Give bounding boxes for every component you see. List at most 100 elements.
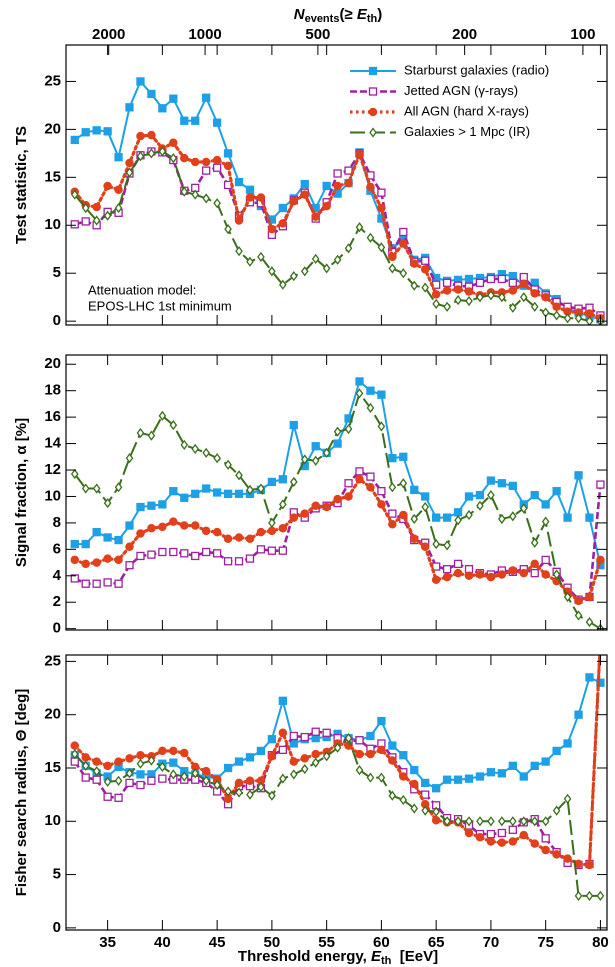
marker <box>388 263 397 274</box>
marker <box>136 427 145 439</box>
marker <box>431 290 441 299</box>
marker <box>368 87 378 96</box>
plot-frame <box>65 654 608 931</box>
marker <box>530 761 539 771</box>
marker <box>246 484 254 495</box>
marker <box>399 452 408 461</box>
marker <box>169 487 178 496</box>
marker <box>541 845 550 855</box>
y-tick-label: 18 <box>44 382 61 399</box>
marker <box>355 222 364 233</box>
marker <box>268 790 276 801</box>
marker <box>169 419 178 431</box>
marker <box>81 128 90 137</box>
marker <box>224 459 232 470</box>
marker <box>92 126 101 135</box>
marker <box>377 188 386 197</box>
marker <box>541 500 550 509</box>
marker <box>377 772 386 783</box>
marker <box>388 790 397 801</box>
marker <box>366 182 375 192</box>
marker <box>147 550 156 559</box>
marker <box>476 292 484 303</box>
y-tick-label: 25 <box>44 72 61 89</box>
marker <box>278 475 287 484</box>
marker <box>377 500 386 509</box>
y-tick-label: 10 <box>44 812 61 829</box>
marker <box>420 265 430 274</box>
marker <box>289 420 298 430</box>
marker <box>596 890 605 901</box>
marker <box>508 825 517 834</box>
marker <box>410 259 419 268</box>
marker <box>278 745 287 755</box>
marker <box>267 752 277 761</box>
marker <box>519 292 528 303</box>
marker <box>574 596 583 606</box>
marker <box>410 803 419 814</box>
marker <box>563 513 572 522</box>
marker <box>344 166 353 175</box>
marker <box>300 732 309 742</box>
marker <box>509 302 517 313</box>
marker <box>366 402 375 413</box>
plot-area <box>70 377 605 630</box>
marker <box>497 570 507 579</box>
marker <box>300 763 309 775</box>
marker <box>234 778 244 788</box>
marker <box>410 513 419 525</box>
marker <box>311 727 320 736</box>
marker <box>158 104 167 113</box>
x-tick-label: 60 <box>373 934 390 951</box>
marker <box>147 89 156 99</box>
marker <box>552 746 561 756</box>
marker <box>322 502 331 512</box>
marker <box>530 568 539 578</box>
marker <box>103 497 112 509</box>
y-tick-label: 20 <box>44 706 61 723</box>
marker <box>114 202 123 214</box>
marker <box>147 523 156 533</box>
marker <box>103 533 112 542</box>
marker <box>158 522 167 532</box>
marker <box>369 127 377 138</box>
marker <box>114 775 123 786</box>
marker <box>368 107 378 117</box>
marker <box>377 421 386 432</box>
annotation: Attenuation model: <box>88 282 196 297</box>
marker <box>180 116 189 125</box>
marker <box>465 295 473 307</box>
marker <box>125 754 134 763</box>
marker <box>169 769 178 780</box>
x-axis-label-part: E <box>371 948 382 965</box>
marker <box>355 150 364 159</box>
marker <box>245 185 255 194</box>
marker <box>508 837 518 846</box>
marker <box>574 710 583 719</box>
marker <box>169 94 178 103</box>
marker <box>399 478 408 489</box>
marker <box>289 513 299 522</box>
marker <box>92 483 101 494</box>
marker <box>432 513 441 522</box>
marker <box>552 569 561 580</box>
marker <box>498 513 506 525</box>
marker <box>213 453 221 464</box>
marker <box>475 278 485 287</box>
y-tick-label: 4 <box>53 567 62 584</box>
marker <box>322 728 331 737</box>
marker <box>136 131 145 141</box>
marker <box>245 193 255 202</box>
marker <box>421 790 430 799</box>
top-axis-label-part: E <box>357 6 368 23</box>
marker <box>212 118 222 127</box>
marker <box>344 733 353 744</box>
marker <box>563 591 572 603</box>
marker <box>453 775 463 784</box>
marker <box>223 534 233 544</box>
marker <box>388 741 397 750</box>
marker <box>81 202 90 214</box>
marker <box>377 487 386 496</box>
marker <box>234 489 244 498</box>
marker <box>136 77 145 86</box>
